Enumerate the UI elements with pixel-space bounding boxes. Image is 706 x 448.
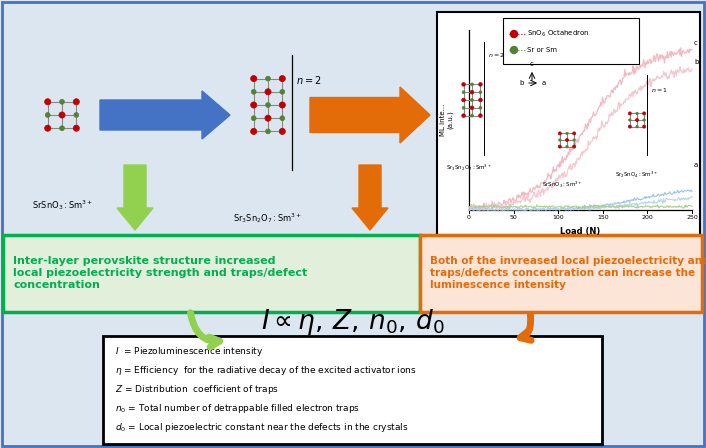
Text: 0: 0 (467, 215, 471, 220)
Circle shape (566, 132, 568, 134)
Circle shape (462, 91, 465, 94)
Circle shape (479, 91, 482, 94)
Text: a: a (542, 80, 546, 86)
FancyArrow shape (100, 91, 230, 139)
Circle shape (462, 98, 465, 102)
Text: $\mathrm{Sr_2SnO_4{:}Sm^{3+}}$: $\mathrm{Sr_2SnO_4{:}Sm^{3+}}$ (616, 170, 659, 180)
Circle shape (44, 99, 51, 105)
Text: $\eta$ = Efficiency  for the radiative decay of the excited activator ions: $\eta$ = Efficiency for the radiative de… (115, 364, 417, 377)
Circle shape (73, 125, 79, 131)
Circle shape (279, 102, 285, 108)
Circle shape (628, 112, 631, 115)
Circle shape (573, 139, 575, 141)
Text: c: c (530, 61, 534, 67)
Circle shape (628, 125, 631, 128)
Circle shape (265, 103, 270, 108)
Text: Both of the invreased local piezoelectricity and
traps/defects concentration can: Both of the invreased local piezoelectri… (430, 256, 706, 289)
Circle shape (45, 112, 50, 117)
Circle shape (573, 132, 575, 135)
Text: 100: 100 (552, 215, 564, 220)
Text: 200: 200 (642, 215, 653, 220)
Circle shape (59, 99, 64, 104)
Circle shape (280, 90, 285, 94)
Circle shape (558, 139, 561, 141)
Text: ML inte...
(a.u.): ML inte... (a.u.) (441, 104, 454, 136)
Text: $I$  = Piezoluminescence intensity: $I$ = Piezoluminescence intensity (115, 345, 263, 358)
Text: $\mathrm{SrSnO_3{:}Sm^{3+}}$: $\mathrm{SrSnO_3{:}Sm^{3+}}$ (542, 180, 582, 190)
Text: Inter-layer perovskite structure increased
local piezoelectricity strength and t: Inter-layer perovskite structure increas… (13, 256, 307, 289)
Circle shape (636, 112, 638, 115)
Circle shape (251, 116, 256, 121)
Circle shape (471, 83, 474, 86)
Circle shape (279, 76, 285, 82)
Circle shape (265, 115, 271, 121)
Circle shape (462, 82, 465, 86)
Text: $\mathrm{SnO_6}$ Octahedron: $\mathrm{SnO_6}$ Octahedron (527, 29, 590, 39)
Text: 150: 150 (597, 215, 609, 220)
Circle shape (280, 116, 285, 121)
Circle shape (636, 125, 638, 128)
FancyBboxPatch shape (420, 235, 702, 312)
Text: b: b (520, 80, 524, 86)
Circle shape (628, 119, 631, 121)
Circle shape (73, 99, 79, 105)
Circle shape (44, 125, 51, 131)
Circle shape (479, 114, 482, 117)
Circle shape (479, 106, 482, 109)
FancyBboxPatch shape (103, 336, 602, 444)
FancyBboxPatch shape (503, 18, 639, 64)
FancyBboxPatch shape (3, 235, 420, 312)
Text: $n_0$ = Total number of detrappable filled electron traps: $n_0$ = Total number of detrappable fill… (115, 402, 360, 415)
Text: Sr or Sm: Sr or Sm (527, 47, 557, 53)
Circle shape (558, 132, 561, 135)
Circle shape (251, 90, 256, 94)
Circle shape (558, 145, 561, 148)
Circle shape (470, 106, 474, 110)
Text: $Z$ = Distribution  coefficient of traps: $Z$ = Distribution coefficient of traps (115, 383, 279, 396)
Text: 50: 50 (510, 215, 517, 220)
Circle shape (635, 118, 638, 121)
Text: $\mathrm{Sr_3Sn_2O_7{:}Sm^{3+}}$: $\mathrm{Sr_3Sn_2O_7{:}Sm^{3+}}$ (234, 211, 303, 225)
Circle shape (566, 138, 568, 142)
Circle shape (566, 146, 568, 148)
Text: $\mathrm{SrSnO_3{:}Sm^{3+}}$: $\mathrm{SrSnO_3{:}Sm^{3+}}$ (32, 198, 92, 212)
Circle shape (279, 128, 285, 134)
Text: $n=2$: $n=2$ (296, 74, 321, 86)
Circle shape (462, 114, 465, 117)
Circle shape (59, 126, 64, 131)
Circle shape (470, 90, 474, 94)
Text: 250: 250 (686, 215, 698, 220)
Circle shape (265, 76, 270, 81)
Circle shape (74, 112, 79, 117)
FancyArrow shape (352, 165, 388, 230)
FancyArrow shape (310, 87, 430, 143)
Text: $d_0$ = Local piezoelectric constant near the defects in the crystals: $d_0$ = Local piezoelectric constant nea… (115, 421, 409, 434)
Text: c: c (694, 39, 698, 46)
Circle shape (462, 106, 465, 109)
Text: b: b (694, 60, 698, 65)
Circle shape (471, 114, 474, 117)
Text: $\mathrm{Sr_3Sn_2O_7{:}Sm^{3+}}$: $\mathrm{Sr_3Sn_2O_7{:}Sm^{3+}}$ (446, 163, 492, 173)
Circle shape (265, 89, 271, 95)
Text: Load (N): Load (N) (561, 227, 601, 236)
Circle shape (251, 128, 257, 134)
Text: a: a (694, 162, 698, 168)
Circle shape (59, 112, 65, 118)
Text: $n=1$: $n=1$ (651, 86, 668, 94)
Circle shape (471, 99, 474, 101)
Circle shape (642, 112, 646, 115)
Circle shape (510, 47, 517, 53)
Circle shape (251, 76, 257, 82)
FancyArrow shape (117, 165, 153, 230)
Text: $I \propto \eta,\, Z,\, n_0,\, d_0$: $I \propto \eta,\, Z,\, n_0,\, d_0$ (261, 307, 445, 337)
Circle shape (510, 30, 517, 38)
Circle shape (251, 102, 257, 108)
Text: $n=2$: $n=2$ (488, 51, 505, 59)
Circle shape (573, 145, 575, 148)
Circle shape (479, 82, 482, 86)
FancyBboxPatch shape (437, 12, 700, 235)
Circle shape (642, 125, 646, 128)
Circle shape (265, 129, 270, 134)
Circle shape (643, 119, 645, 121)
